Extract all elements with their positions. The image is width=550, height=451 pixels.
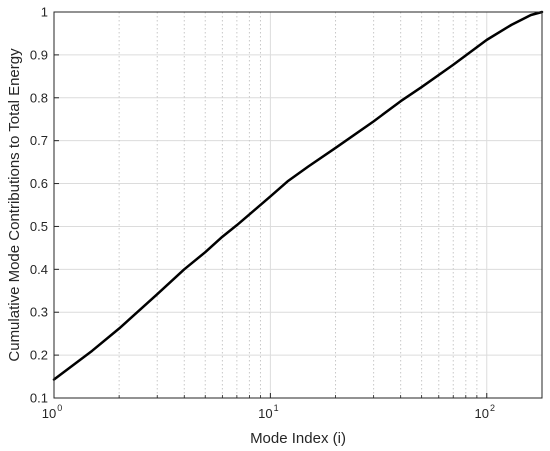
y-tick-label: 0.2 bbox=[30, 348, 48, 363]
plot-frame bbox=[53, 11, 543, 399]
series-group bbox=[52, 10, 544, 381]
y-tick-label: 0.9 bbox=[30, 47, 48, 62]
x-tick-label: 102 bbox=[475, 403, 495, 421]
y-tick-label: 0.5 bbox=[30, 219, 48, 234]
x-axis-label: Mode Index (i) bbox=[250, 430, 346, 447]
y-tick-label: 0.7 bbox=[30, 133, 48, 148]
x-tick-label: 101 bbox=[258, 403, 278, 421]
y-tick-label: 0.3 bbox=[30, 305, 48, 320]
ticks: 100 101 102 0.1 0.2 0.3 0.4 0.5 0.6 0.7 0.8 0.9 1 bbox=[30, 5, 495, 422]
y-axis-label: Cumulative Mode Contributions to Total E… bbox=[6, 48, 23, 362]
x-tick-label: 100 bbox=[42, 403, 62, 421]
grid bbox=[54, 12, 542, 398]
y-tick-label: 0.8 bbox=[30, 90, 48, 105]
y-tick-label: 0.1 bbox=[30, 391, 48, 406]
y-tick-label: 1 bbox=[41, 5, 48, 20]
y-tick-label: 0.6 bbox=[30, 176, 48, 191]
plot-background bbox=[54, 12, 542, 398]
series-line bbox=[52, 10, 544, 381]
y-tick-label: 0.4 bbox=[30, 262, 48, 277]
